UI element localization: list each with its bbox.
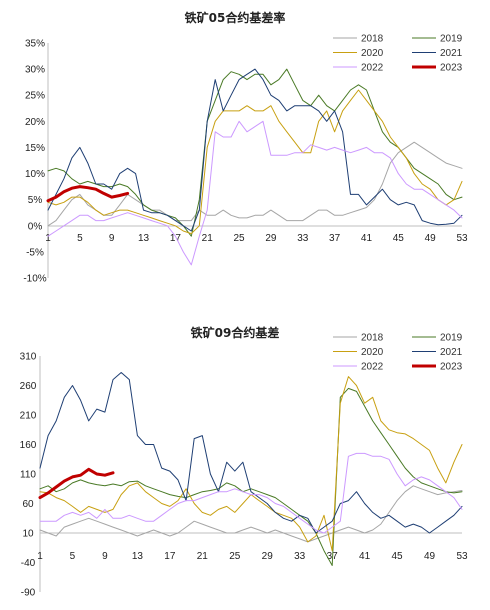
c1-y-tick-label: 25% [25, 91, 45, 102]
c1-y-tick-label: 0% [28, 221, 43, 232]
legend-label-2021: 2021 [440, 347, 463, 358]
c2-x-tick-label: 5 [70, 551, 76, 562]
series-line-2023 [38, 467, 115, 500]
chart-2-title: 铁矿09合约基差 [191, 325, 280, 340]
c1-y-tick-label: 30% [25, 65, 45, 76]
c2-x-tick-label: 9 [102, 551, 108, 562]
series-line-2019 [47, 68, 463, 237]
legend-label-2018: 2018 [361, 333, 384, 344]
c2-y-tick-label: 110 [20, 470, 36, 481]
c1-x-tick-label: 29 [265, 233, 277, 244]
c2-x-tick-label: 17 [164, 551, 176, 562]
legend-label-2019: 2019 [440, 34, 463, 45]
c1-x-tick-label: 13 [138, 233, 150, 244]
c1-x-tick-label: 41 [361, 233, 373, 244]
c2-y-tick-label: -90 [21, 588, 36, 599]
c2-x-tick-label: 41 [359, 551, 371, 562]
c1-x-tick-label: 25 [234, 233, 246, 244]
c1-y-tick-label: 20% [25, 117, 45, 128]
c1-y-tick-label: 10% [25, 169, 45, 180]
legend-label-2018: 2018 [361, 34, 384, 45]
legend-label-2022: 2022 [361, 362, 384, 373]
series-line-2022 [39, 452, 463, 534]
legend-label-2022: 2022 [361, 63, 384, 74]
c2-x-tick-label: 33 [294, 551, 306, 562]
c2-x-tick-label: 53 [456, 551, 468, 562]
c2-y-tick-label: 160 [20, 440, 37, 451]
c2-y-tick-label: 210 [20, 411, 37, 422]
c1-x-tick-label: 9 [109, 233, 115, 244]
c1-y-tick-label: 15% [25, 143, 45, 154]
legend-label-2020: 2020 [361, 347, 384, 358]
c2-x-tick-label: 49 [424, 551, 436, 562]
series-line-2018 [39, 485, 463, 543]
c1-y-tick-label: 35% [25, 39, 45, 50]
c1-x-tick-label: 5 [77, 233, 83, 244]
c1-y-tick-label: -5% [26, 247, 44, 258]
chart-1-y-ticks: 35% 30% 25% 20% 15% 10% 5% 0% -5% -10% [23, 39, 46, 285]
legend-label-2023: 2023 [440, 63, 463, 74]
c2-y-tick-label: 260 [20, 381, 37, 392]
chart-1-title: 铁矿05合约基差率 [185, 10, 286, 25]
legend-label-2021: 2021 [440, 48, 463, 59]
c1-x-tick-label: 17 [170, 233, 182, 244]
series-line-2020 [47, 89, 463, 235]
c1-x-tick-label: 53 [456, 233, 468, 244]
c1-x-tick-label: 21 [202, 233, 214, 244]
chart-1-legend: 2018 2019 2020 2021 2022 2023 [333, 34, 463, 74]
c2-y-tick-label: 10 [22, 529, 34, 540]
c1-y-tick-label: -10% [23, 274, 46, 285]
c1-y-tick-label: 5% [28, 195, 43, 206]
c2-y-tick-label: 310 [20, 352, 37, 363]
series-line-2019 [39, 387, 463, 566]
c2-x-tick-label: 45 [392, 551, 404, 562]
c2-y-tick-label: 60 [22, 499, 34, 510]
c2-x-tick-label: 25 [229, 551, 241, 562]
series-line-2022 [47, 120, 463, 266]
c2-y-tick-label: -40 [21, 558, 36, 569]
chart-1-x-ticks: 1 5 9 13 17 21 25 29 33 37 41 45 49 53 [45, 233, 468, 244]
c2-x-tick-label: 29 [262, 551, 274, 562]
c2-x-tick-label: 13 [132, 551, 144, 562]
c2-x-tick-label: 21 [197, 551, 209, 562]
legend-label-2023: 2023 [440, 362, 463, 373]
c2-x-tick-label: 1 [37, 551, 43, 562]
series-line-2018 [47, 141, 463, 227]
c1-x-tick-label: 45 [393, 233, 405, 244]
legend-label-2019: 2019 [440, 333, 463, 344]
chart-2-series [38, 372, 463, 566]
chart-1: 铁矿05合约基差率 35%30%25%20%15%10%5%0%-5%-10% … [23, 10, 468, 285]
series-line-2023 [46, 185, 130, 203]
chart-2-legend: 2018 2019 2020 2021 2022 2023 [333, 333, 463, 373]
series-line-2021 [39, 372, 463, 534]
c1-x-tick-label: 33 [297, 233, 309, 244]
chart-2-y-ticks: 310 260 210 160 110 60 10 -40 -90 [20, 352, 37, 599]
c1-x-tick-label: 37 [329, 233, 341, 244]
chart-1-series [46, 68, 463, 266]
c1-x-tick-label: 49 [425, 233, 437, 244]
legend-label-2020: 2020 [361, 48, 384, 59]
c1-x-tick-label: 1 [45, 233, 51, 244]
chart-2: 铁矿09合约基差 310 260 210 160 110 60 10 -40 -90 1 5 9 13… [20, 325, 468, 599]
series-line-2021 [47, 68, 463, 232]
